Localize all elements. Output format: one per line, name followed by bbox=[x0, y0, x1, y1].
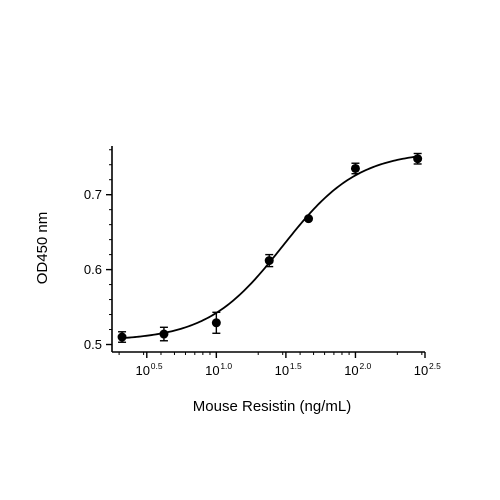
data-point bbox=[211, 318, 221, 328]
data-point bbox=[413, 154, 423, 164]
x-tick-label: 10 bbox=[344, 363, 358, 378]
x-tick-exponent: 0.5 bbox=[151, 361, 163, 371]
fit-curve-group bbox=[121, 155, 418, 340]
x-tick-exponent: 1.5 bbox=[290, 361, 302, 371]
data-point bbox=[159, 329, 169, 339]
fit-curve bbox=[121, 155, 418, 340]
data-point bbox=[304, 214, 314, 224]
x-tick-exponent: 1.0 bbox=[220, 361, 232, 371]
x-tick-exponent: 2.5 bbox=[429, 361, 441, 371]
y-tick-label: 0.5 bbox=[84, 337, 102, 352]
x-axis-title: Mouse Resistin (ng/mL) bbox=[193, 398, 351, 415]
data-point bbox=[350, 163, 360, 173]
data-point bbox=[264, 256, 274, 266]
axes: 0.50.60.710 0.5 10 1.0 10 1.5 10 2.0 10 2.5 bbox=[84, 146, 441, 378]
data-points bbox=[117, 152, 423, 343]
y-tick-label: 0.6 bbox=[84, 262, 102, 277]
x-tick-label: 10 bbox=[136, 363, 150, 378]
y-axis-title: OD450 nm bbox=[34, 212, 51, 285]
x-tick-label: 10 bbox=[275, 363, 289, 378]
y-tick-label: 0.7 bbox=[84, 187, 102, 202]
data-point bbox=[117, 332, 127, 342]
x-tick-exponent: 2.0 bbox=[359, 361, 371, 371]
x-tick-label: 10 bbox=[205, 363, 219, 378]
x-tick-label: 10 bbox=[414, 363, 428, 378]
